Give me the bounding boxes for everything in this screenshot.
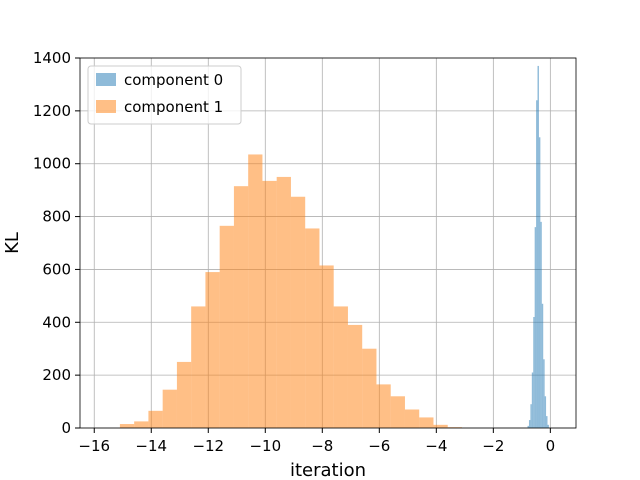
x-tick-label-2: −12 (192, 437, 224, 455)
bar-component-1-bin-6 (205, 272, 220, 428)
y-tick-label-7: 1400 (33, 49, 71, 67)
bar-component-1-bin-10 (262, 180, 277, 428)
legend-label-component-1: component 1 (124, 98, 223, 116)
bar-component-1-bin-8 (233, 186, 249, 428)
bar-component-0-bin-4 (533, 317, 535, 428)
bar-component-1-bin-4 (176, 361, 192, 428)
x-tick-label-0: −16 (78, 437, 110, 455)
bar-component-0-bin-9 (540, 221, 542, 428)
y-tick-label-5: 1000 (33, 155, 71, 173)
bar-component-0-bin-3 (531, 372, 534, 428)
bar-component-1-bin-15 (333, 306, 348, 428)
bar-component-1-bin-1 (134, 421, 149, 428)
bar-component-1-bin-7 (219, 225, 234, 428)
bar-component-1-bin-3 (162, 389, 177, 428)
bar-component-0-bin-5 (534, 227, 537, 428)
x-tick-label-1: −14 (135, 437, 167, 455)
legend: component 0 component 1 (87, 65, 242, 125)
bar-component-0-bin-2 (530, 404, 532, 428)
bar-component-1-bin-5 (191, 306, 206, 428)
x-tick-label-4: −8 (311, 437, 333, 455)
bar-component-0-bin-13 (546, 416, 548, 428)
axis-ticks: −16 −14 −12 −10 −8 −6 −4 −2 0 0 200 400 600 800 1000 12… (33, 49, 555, 455)
y-tick-label-1: 200 (42, 366, 71, 384)
y-axis-label: KL (2, 232, 23, 254)
bar-component-0-bin-14 (547, 424, 549, 428)
x-axis-label: iteration (290, 460, 366, 480)
bar-component-0-bin-0 (527, 425, 529, 428)
bar-component-1-bin-12 (290, 196, 306, 428)
bar-component-1-bin-20 (404, 409, 420, 428)
bar-component-1-bin-11 (276, 176, 291, 428)
legend-swatch-component-0 (96, 73, 116, 86)
bar-component-1-bin-17 (362, 348, 377, 428)
bar-component-1-bin-16 (347, 324, 363, 428)
legend-box (87, 65, 242, 125)
bar-component-0-bin-1 (528, 420, 531, 428)
x-tick-label-3: −10 (249, 437, 281, 455)
bar-component-1-bin-13 (305, 228, 320, 428)
x-tick-label-7: −2 (482, 437, 504, 455)
bar-component-0-bin-6 (536, 100, 538, 429)
bar-component-0-bin-7 (537, 65, 539, 428)
bar-component-0-bin-11 (543, 359, 545, 428)
bar-component-1-bin-19 (390, 396, 405, 428)
histogram-bars (119, 65, 549, 429)
y-tick-label-4: 800 (42, 208, 71, 226)
y-tick-label-3: 600 (42, 260, 71, 278)
bar-component-0-bin-10 (541, 303, 544, 428)
legend-swatch-component-1 (96, 100, 116, 113)
bar-component-1-bin-9 (248, 154, 263, 428)
y-tick-label-6: 1200 (33, 102, 71, 120)
bar-component-1-bin-21 (419, 417, 434, 428)
plot-area-frame (79, 57, 577, 429)
bar-component-0-bin-8 (538, 137, 541, 429)
y-tick-label-0: 0 (61, 419, 71, 437)
bar-component-1-bin-14 (319, 265, 334, 428)
bar-component-1-bin-18 (376, 384, 391, 428)
x-tick-label-5: −6 (368, 437, 390, 455)
bar-component-0-bin-12 (544, 396, 547, 428)
x-tick-label-8: 0 (546, 437, 556, 455)
x-tick-label-6: −4 (425, 437, 447, 455)
bar-component-1-bin-0 (119, 424, 135, 428)
bar-component-1-bin-2 (148, 410, 163, 428)
bar-component-1-bin-22 (433, 424, 448, 428)
legend-label-component-0: component 0 (124, 71, 223, 89)
y-tick-label-2: 400 (42, 313, 71, 331)
